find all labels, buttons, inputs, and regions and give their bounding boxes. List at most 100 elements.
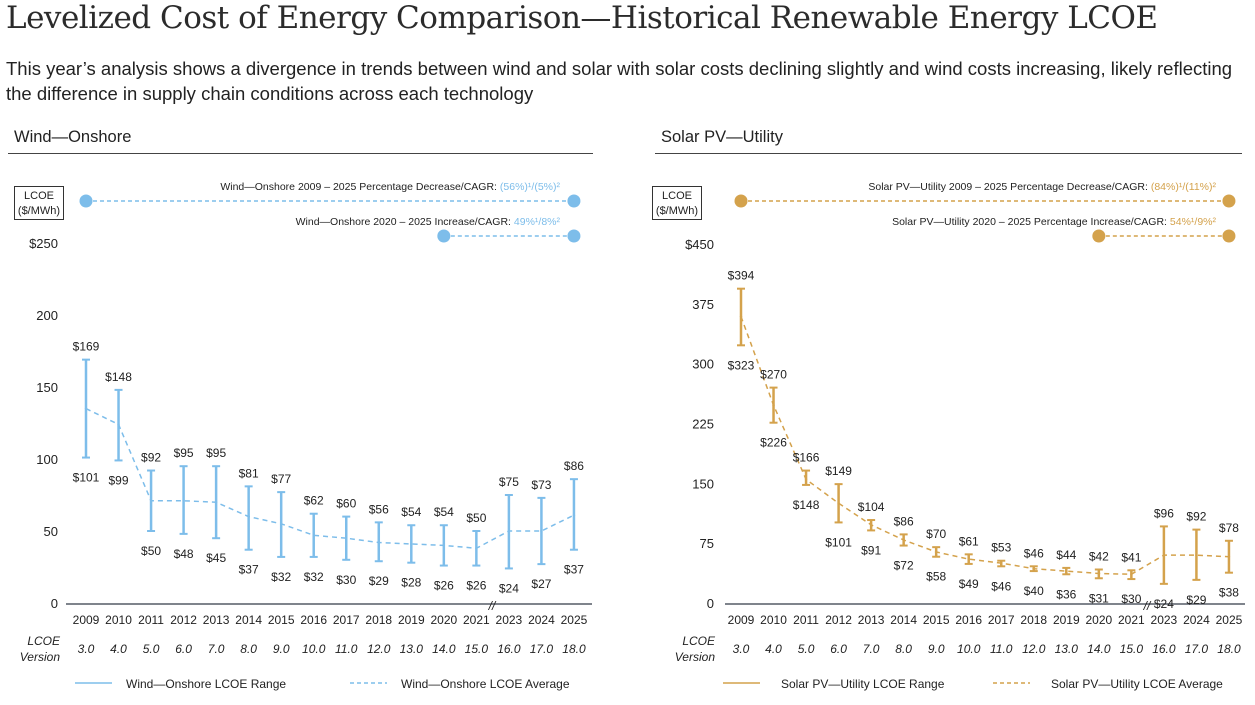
wind-high-label-2023: $75 — [499, 475, 519, 489]
wind-high-label-2011: $92 — [141, 451, 161, 465]
wind-y-axis-label: LCOE ($/MWh) — [14, 186, 64, 220]
solar-x-tick-label-2023: 2023 — [1151, 613, 1178, 627]
wind-low-label-2023: $24 — [499, 581, 519, 595]
wind-high-label-2010: $148 — [105, 370, 132, 384]
solar-version-row-label: Version — [675, 650, 716, 664]
wind-x-tick-label-2020: 2020 — [430, 613, 457, 627]
solar-y-tick-label: 300 — [692, 357, 714, 372]
solar-low-label-2024: $29 — [1186, 593, 1206, 607]
wind-average-point-2018 — [377, 541, 380, 544]
solar-x-tick-label-2010: 2010 — [760, 613, 787, 627]
annotation-value: (84%)¹/(11%)² — [1151, 181, 1217, 193]
solar-high-label-2018: $46 — [1024, 546, 1044, 560]
solar-x-tick-label-2015: 2015 — [923, 613, 950, 627]
solar-version-label-2016: 10.0 — [957, 642, 981, 656]
wind-average-point-2014 — [247, 515, 250, 518]
wind-low-label-2024: $27 — [531, 577, 551, 591]
wind-x-tick-label-2009: 2009 — [73, 613, 100, 627]
solar-x-tick-label-2016: 2016 — [955, 613, 982, 627]
solar-high-label-2011: $166 — [793, 451, 820, 465]
solar-low-label-2023: $24 — [1154, 597, 1174, 611]
solar-average-point-2025 — [1227, 555, 1231, 558]
wind-low-label-2025: $37 — [564, 563, 584, 577]
wind-low-label-2019: $28 — [401, 576, 421, 590]
wind-low-label-2021: $26 — [466, 579, 486, 593]
solar-low-label-2013: $91 — [861, 543, 881, 557]
annotation-value: (56%)¹/(5%)² — [500, 181, 561, 193]
wind-x-tick-label-2013: 2013 — [203, 613, 230, 627]
solar-version-label-2015: 9.0 — [928, 642, 945, 656]
solar-axis-break-mark: // — [1143, 599, 1152, 613]
solar-high-label-2009: $394 — [728, 269, 755, 283]
solar-low-label-2011: $148 — [793, 498, 820, 512]
wind-version-label-2009: 3.0 — [78, 642, 95, 656]
wind-annotation-start-dot — [79, 194, 93, 208]
solar-high-label-2020: $42 — [1089, 549, 1109, 563]
solar-annotation-start-dot — [734, 194, 748, 208]
wind-low-label-2013: $45 — [206, 551, 226, 565]
wind-version-label-2018: 12.0 — [367, 642, 391, 656]
solar-low-label-2014: $72 — [894, 559, 914, 573]
solar-annotation-end-dot — [1222, 229, 1236, 243]
wind-high-label-2021: $50 — [466, 511, 486, 525]
wind-x-tick-label-2018: 2018 — [365, 613, 392, 627]
wind-average-point-2009 — [84, 407, 88, 410]
wind-legend-average-label: Wind—Onshore LCOE Average — [401, 677, 570, 691]
solar-x-tick-label-2019: 2019 — [1053, 613, 1080, 627]
solar-legend-range-label: Solar PV—Utility LCOE Range — [781, 677, 945, 691]
wind-chart-title: Wind—Onshore — [8, 128, 593, 154]
wind-annotation-0: Wind—Onshore 2009 – 2025 Percentage Decr… — [220, 181, 560, 193]
solar-version-label-2019: 13.0 — [1055, 642, 1079, 656]
wind-average-point-2010 — [117, 423, 120, 426]
wind-legend-range-label: Wind—Onshore LCOE Range — [126, 677, 286, 691]
solar-low-label-2016: $49 — [959, 577, 979, 591]
wind-x-tick-label-2014: 2014 — [235, 613, 262, 627]
wind-high-label-2015: $77 — [271, 472, 291, 486]
solar-high-label-2024: $92 — [1186, 510, 1206, 524]
solar-average-point-2011 — [804, 478, 808, 481]
wind-high-label-2014: $81 — [239, 466, 259, 480]
wind-low-label-2009: $101 — [73, 471, 100, 485]
solar-average-point-2014 — [902, 538, 905, 542]
wind-axis-break-mark: // — [488, 599, 497, 613]
wind-low-label-2012: $48 — [174, 547, 194, 561]
wind-y-tick-label: 200 — [36, 308, 58, 323]
wind-x-tick-label-2023: 2023 — [496, 613, 523, 627]
solar-x-tick-label-2017: 2017 — [988, 613, 1015, 627]
solar-x-tick-label-2021: 2021 — [1118, 613, 1145, 627]
solar-version-label-2011: 5.0 — [798, 642, 815, 656]
solar-average-line — [740, 316, 1229, 576]
wind-high-label-2024: $73 — [531, 478, 551, 492]
y-axis-label-line1: LCOE — [24, 190, 54, 202]
solar-x-tick-label-2012: 2012 — [825, 613, 852, 627]
wind-average-point-2013 — [214, 501, 218, 504]
solar-low-label-2025: $38 — [1219, 586, 1239, 600]
solar-y-tick-label: 0 — [707, 596, 714, 611]
solar-high-label-2021: $41 — [1121, 550, 1141, 564]
wind-y-tick-label: $250 — [29, 236, 58, 251]
solar-y-tick-label: 150 — [692, 476, 714, 491]
solar-x-tick-label-2014: 2014 — [890, 613, 917, 627]
y-axis-label-line2: ($/MWh) — [655, 205, 699, 217]
wind-high-label-2017: $60 — [336, 497, 356, 511]
wind-high-label-2018: $56 — [369, 502, 389, 516]
solar-average-point-2012 — [837, 502, 840, 505]
solar-annotation-end-dot — [1222, 194, 1236, 208]
wind-y-tick-label: 50 — [44, 524, 58, 539]
wind-version-label-2023: 16.0 — [497, 642, 521, 656]
solar-version-label-2014: 8.0 — [895, 642, 912, 656]
wind-average-point-2017 — [345, 537, 348, 540]
wind-x-tick-label-2017: 2017 — [333, 613, 360, 627]
solar-legend-average-label: Solar PV—Utility LCOE Average — [1051, 677, 1223, 691]
solar-y-tick-label: 225 — [692, 417, 714, 432]
page-subtitle: This year’s analysis shows a divergence … — [6, 58, 1233, 104]
wind-version-row-label: LCOE — [27, 634, 61, 648]
solar-version-label-2009: 3.0 — [733, 642, 750, 656]
solar-x-tick-label-2011: 2011 — [793, 613, 819, 627]
wind-low-label-2018: $29 — [369, 574, 389, 588]
wind-x-tick-label-2015: 2015 — [268, 613, 295, 627]
solar-high-label-2014: $86 — [894, 514, 914, 528]
solar-average-point-2019 — [1065, 569, 1068, 573]
y-axis-label-line2: ($/MWh) — [17, 205, 61, 217]
solar-x-tick-label-2024: 2024 — [1183, 613, 1210, 627]
